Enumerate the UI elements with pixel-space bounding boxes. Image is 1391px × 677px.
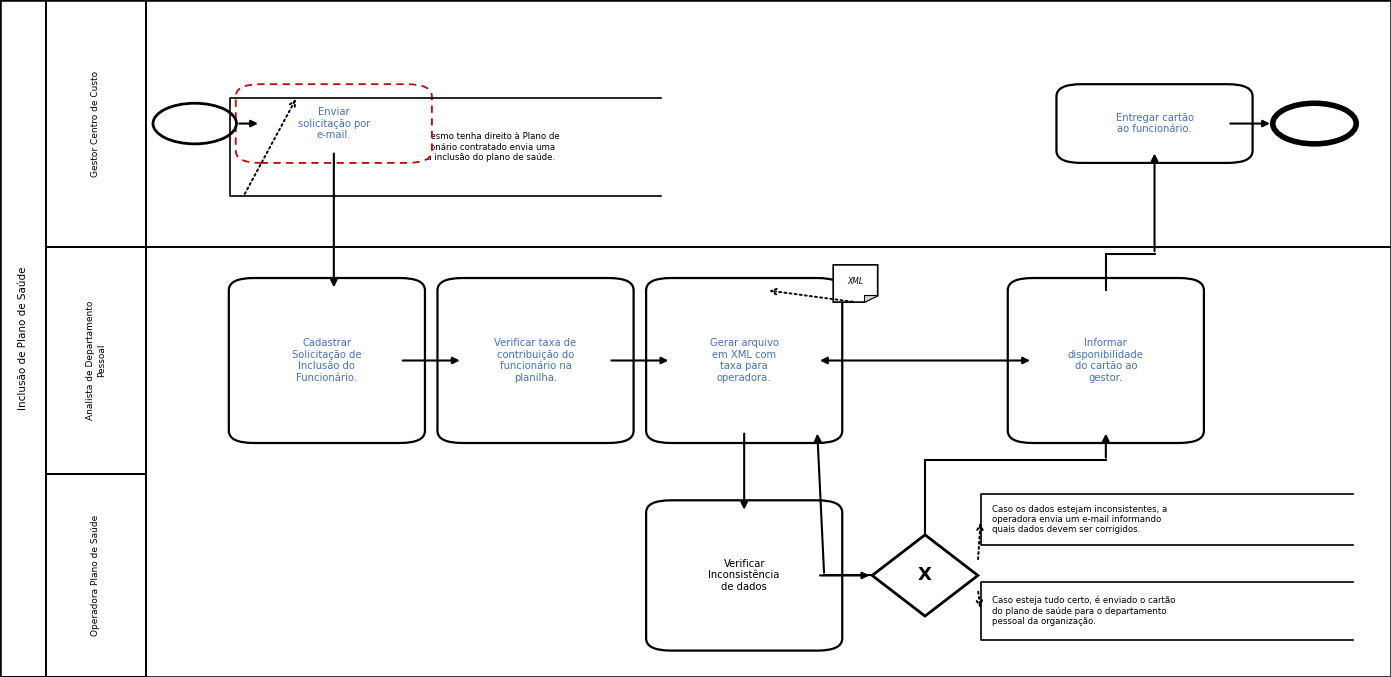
Text: Gestor Centro de Custo: Gestor Centro de Custo [92, 70, 100, 177]
FancyBboxPatch shape [437, 278, 633, 443]
FancyBboxPatch shape [236, 84, 431, 163]
Text: XML: XML [847, 277, 864, 286]
Text: Entregar cartão
ao funcionário.: Entregar cartão ao funcionário. [1116, 113, 1193, 134]
Polygon shape [864, 295, 878, 302]
Text: Inclusão de Plano de Saúde: Inclusão de Plano de Saúde [18, 267, 28, 410]
FancyBboxPatch shape [645, 278, 842, 443]
Text: Cadastrar
Solicitação de
Inclusão do
Funcionário.: Cadastrar Solicitação de Inclusão do Fun… [292, 338, 362, 383]
FancyBboxPatch shape [46, 0, 146, 247]
FancyBboxPatch shape [228, 278, 424, 443]
FancyBboxPatch shape [46, 247, 146, 474]
FancyBboxPatch shape [1057, 84, 1252, 163]
Text: Gerar arquivo
em XML com
taxa para
operadora.: Gerar arquivo em XML com taxa para opera… [709, 338, 779, 383]
Text: Operadora Plano de Saúde: Operadora Plano de Saúde [92, 515, 100, 636]
Text: Informar
disponibilidade
do cartão ao
gestor.: Informar disponibilidade do cartão ao ge… [1068, 338, 1143, 383]
Text: Caso esteja tudo certo, é enviado o cartão
do plano de saúde para o departamento: Caso esteja tudo certo, é enviado o cart… [992, 596, 1175, 626]
Text: X: X [918, 567, 932, 584]
Text: Verificar
Inconsistência
de dados: Verificar Inconsistência de dados [708, 559, 780, 592]
Text: Caso os dados estejam inconsistentes, a
operadora envia um e-mail informando
qua: Caso os dados estejam inconsistentes, a … [992, 504, 1167, 535]
FancyBboxPatch shape [645, 500, 842, 651]
Text: Analista de Departamento
Pessoal: Analista de Departamento Pessoal [86, 301, 106, 420]
Polygon shape [833, 265, 878, 302]
FancyBboxPatch shape [0, 0, 46, 677]
FancyBboxPatch shape [1007, 278, 1205, 443]
Text: Ao contratar um novo funcionário, caso o mesmo tenha direito à Plano de
Saúde, o: Ao contratar um novo funcionário, caso o… [241, 132, 559, 162]
Text: Verificar taxa de
contribuição do
funcionário na
planilha.: Verificar taxa de contribuição do funcio… [494, 338, 577, 383]
FancyBboxPatch shape [46, 474, 146, 677]
Text: Enviar
solicitação por
e-mail.: Enviar solicitação por e-mail. [298, 107, 370, 140]
